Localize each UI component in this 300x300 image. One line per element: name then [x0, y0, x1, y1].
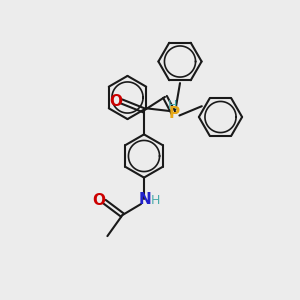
Text: H: H [151, 194, 160, 208]
Text: O: O [92, 193, 106, 208]
Text: O: O [110, 94, 123, 109]
Text: N: N [138, 192, 151, 207]
Text: P: P [168, 106, 180, 122]
Text: H: H [168, 99, 177, 112]
